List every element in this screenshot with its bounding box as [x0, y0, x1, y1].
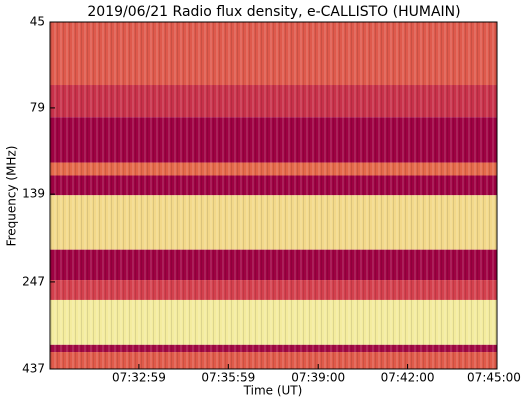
frame: [49, 21, 498, 370]
x-tick-label: 07:39:00: [291, 371, 345, 385]
y-tick-label: 437: [22, 362, 45, 376]
y-tick-label: 247: [22, 274, 45, 288]
texture: [50, 22, 497, 369]
y-tick-label: 79: [30, 100, 45, 114]
y-tick-label: 45: [30, 15, 45, 29]
x-tick-label: 07:32:59: [112, 371, 166, 385]
x-tick-label: 07:42:00: [381, 371, 435, 385]
x-axis-label: Time (UT): [243, 384, 303, 398]
chart-title: 2019/06/21 Radio flux density, e-CALLIST…: [87, 4, 460, 20]
x-tick-label: 07:35:59: [201, 371, 255, 385]
y-tick-label: 139: [22, 187, 45, 201]
y-axis-label: Frequency (MHz): [5, 146, 19, 247]
x-tick-label: 07:45:00: [467, 371, 521, 385]
